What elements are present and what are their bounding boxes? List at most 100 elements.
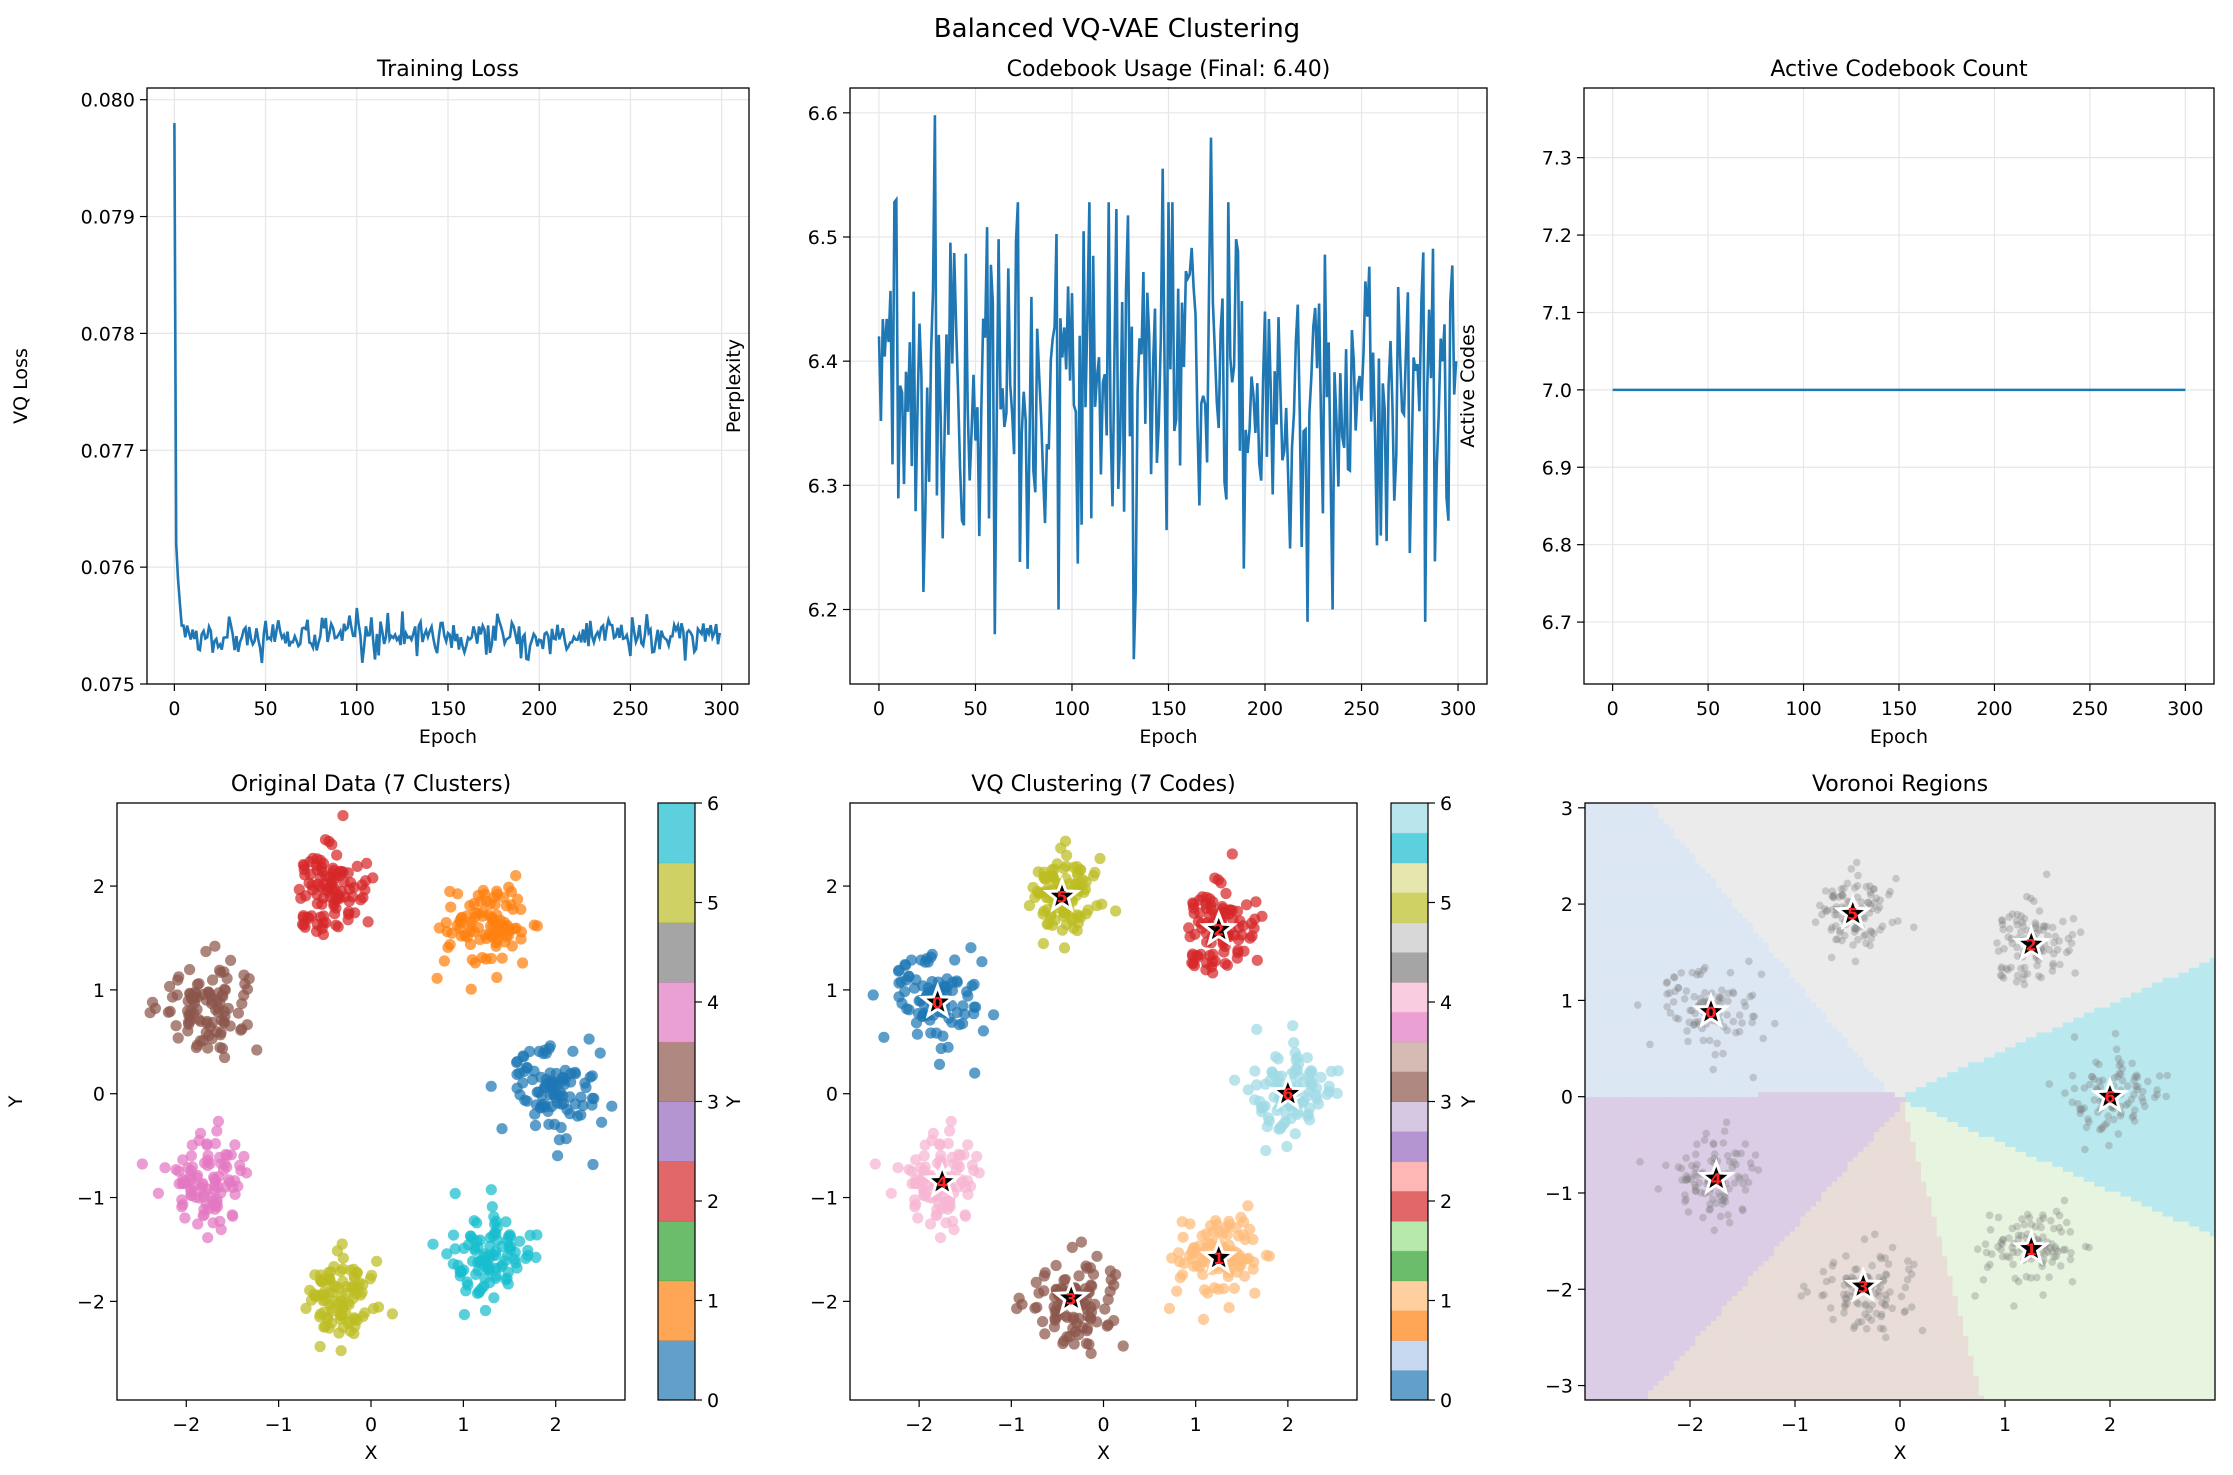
voronoi-cell [1705,1136,1712,1142]
voronoi-cell [1716,962,1723,968]
x-tick-label: 100 [1785,698,1821,720]
voronoi-cell [1611,1181,1618,1187]
data-point [475,1255,487,1267]
voronoi-cell [1621,1300,1628,1307]
voronoi-cell [1658,1176,1665,1182]
voronoi-cell [1716,1220,1723,1227]
voronoi-cell [1669,1141,1675,1147]
voronoi-cell [1690,1280,1696,1287]
voronoi-cell [1721,1375,1728,1381]
voronoi-cell [1600,1395,1607,1400]
voronoi-cell [1585,1086,1591,1093]
voronoi-cell [1642,917,1649,923]
voronoi-cell [1621,1016,1628,1023]
voronoi-cell [1705,912,1712,919]
voronoi-cell [1684,972,1691,978]
voronoi-cell [1616,1385,1623,1391]
data-point [903,1004,915,1016]
voronoi-cell [1642,847,1649,854]
voronoi-cell [1616,1230,1623,1237]
voronoi-cell [1716,1116,1723,1122]
voronoi-cell [1711,862,1717,869]
voronoi-cell [1679,1041,1686,1048]
voronoi-cell [1627,1056,1633,1063]
voronoi-cell [1585,1320,1591,1326]
voronoi-cell [1726,1111,1733,1118]
voronoi-cell [1663,1171,1670,1177]
voronoi-cell [1590,817,1597,824]
voronoi-cell [1674,817,1681,824]
voronoi-cell [1590,867,1597,874]
voronoi-cell [1674,1325,1681,1331]
voronoi-cell [1679,952,1686,958]
voronoi-cell [1606,1320,1612,1326]
voronoi-cell [1690,992,1696,998]
voronoi-cell [1585,1370,1591,1376]
voronoi-cell [1616,1121,1623,1127]
voronoi-cell [1600,1330,1607,1336]
x-axis-label: Epoch [419,726,477,748]
voronoi-cell [1595,1220,1602,1227]
voronoi-cell [1627,1255,1633,1262]
voronoi-cell [1674,1161,1681,1167]
voronoi-cell [1674,992,1681,998]
voronoi-cell [1621,1021,1628,1028]
data-point [490,1249,502,1261]
data-point [355,894,367,906]
voronoi-cell [1616,1310,1623,1317]
voronoi-cell [1721,1355,1728,1361]
voronoi-cell [1606,1370,1612,1376]
y-axis-label: Perplexity [723,339,745,433]
voronoi-cell [1679,1370,1686,1376]
voronoi-cell [1642,1101,1649,1108]
voronoi-cell [1716,892,1723,899]
voronoi-cell [1690,1310,1696,1317]
voronoi-cell [1679,872,1686,879]
voronoi-cell [1684,932,1691,938]
voronoi-cell [1616,1031,1623,1038]
voronoi-cell [1637,1300,1644,1307]
data-point [449,1187,461,1200]
voronoi-cell [1716,1395,1723,1400]
voronoi-cell [1600,962,1607,968]
voronoi-cell [1611,937,1618,943]
voronoi-cell [1684,1230,1691,1237]
voronoi-cell [1653,1305,1660,1312]
voronoi-cell [1690,1240,1696,1247]
voronoi-cell [1632,1051,1639,1058]
voronoi-cell [1684,1305,1691,1312]
voronoi-cell [1627,1026,1633,1033]
voronoi-cell [1690,1007,1696,1013]
voronoi-cell [1632,1220,1639,1227]
voronoi-cell [1658,1360,1665,1366]
voronoi-cell [1690,1206,1696,1212]
voronoi-cell [1621,997,1628,1003]
data-point [529,1108,541,1120]
voronoi-cell [1679,1106,1686,1113]
voronoi-cell [1642,982,1649,988]
voronoi-cell [1663,1235,1670,1242]
voronoi-cell [1632,932,1639,938]
voronoi-cell [1700,1101,1707,1108]
voronoi-cell [1663,1250,1670,1257]
voronoi-cell [1637,877,1644,884]
data-point [1263,1115,1275,1127]
voronoi-cell [1611,1365,1618,1371]
voronoi-cell [1585,862,1591,869]
voronoi-cell [1648,1066,1654,1073]
voronoi-cell [1600,1285,1607,1292]
voronoi-cell [1642,977,1649,983]
voronoi-cell [1711,1295,1717,1302]
voronoi-cell [1616,947,1623,953]
voronoi-cell [1590,1061,1597,1068]
voronoi-cell [1632,1355,1639,1361]
voronoi-cell [1674,1315,1681,1321]
voronoi-cell [1590,1370,1597,1376]
data-point [1291,1064,1303,1076]
voronoi-cell [1616,967,1623,973]
voronoi-cell [1632,1106,1639,1113]
voronoi-cell [1684,982,1691,988]
voronoi-cell [1642,1106,1649,1113]
data-point [192,1218,204,1230]
voronoi-cell [1658,1166,1665,1172]
